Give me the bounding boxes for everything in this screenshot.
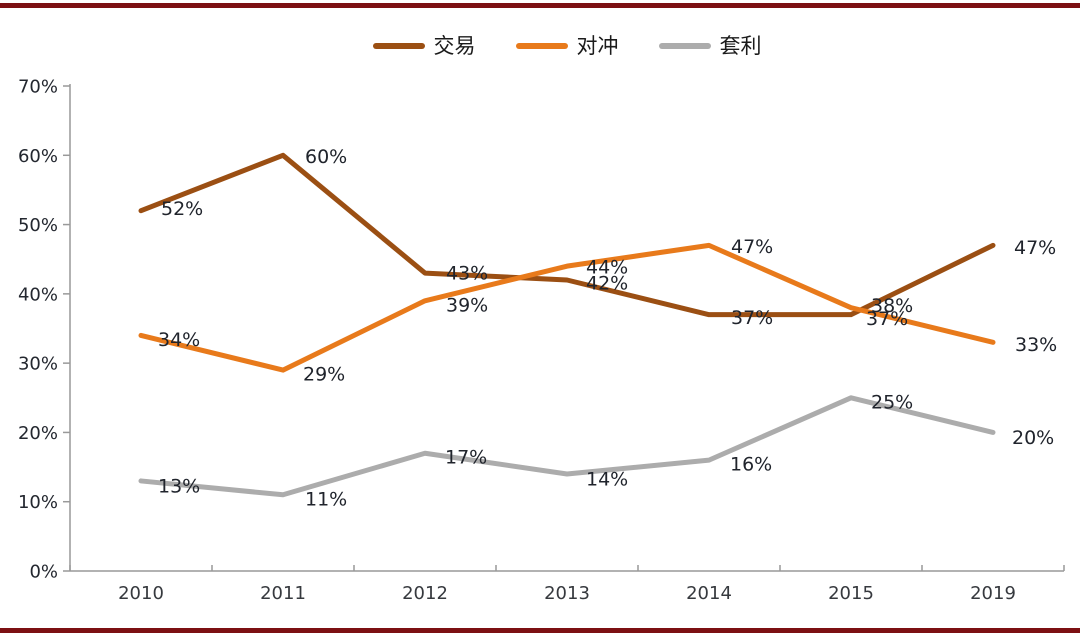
legend-color-line-icon bbox=[372, 43, 425, 49]
data-label: 34% bbox=[158, 329, 200, 351]
data-label: 16% bbox=[730, 454, 772, 476]
data-label: 17% bbox=[445, 447, 487, 469]
data-label: 25% bbox=[871, 391, 913, 413]
legend-label: 对冲 bbox=[576, 33, 619, 58]
legend-item-trading: 交易 bbox=[372, 33, 476, 58]
series-line-1 bbox=[138, 242, 996, 373]
data-label: 37% bbox=[866, 308, 908, 330]
legend-label: 交易 bbox=[433, 33, 476, 58]
data-label: 33% bbox=[1015, 334, 1057, 356]
data-label: 14% bbox=[586, 469, 628, 491]
data-label: 47% bbox=[731, 236, 773, 258]
data-label: 20% bbox=[1012, 427, 1054, 449]
series-line-0 bbox=[138, 152, 996, 318]
chart-legend: 交易 对冲 套利 bbox=[70, 33, 1064, 59]
legend-label: 套利 bbox=[719, 33, 762, 58]
x-tick-label: 2010 bbox=[118, 583, 164, 604]
y-tick-label: 10% bbox=[18, 492, 58, 513]
x-tick-label: 2014 bbox=[686, 583, 732, 604]
series-line-2 bbox=[138, 395, 996, 498]
legend-color-line-icon bbox=[658, 43, 711, 49]
data-label: 60% bbox=[305, 146, 347, 168]
top-accent-bar bbox=[0, 3, 1080, 8]
legend-item-arbitrage: 套利 bbox=[658, 33, 762, 58]
x-tick-label: 2013 bbox=[544, 583, 590, 604]
legend-item-hedging: 对冲 bbox=[515, 33, 619, 58]
data-label: 39% bbox=[446, 294, 488, 316]
data-label: 13% bbox=[158, 475, 200, 497]
x-tick-label: 2011 bbox=[260, 583, 306, 604]
data-label: 52% bbox=[161, 198, 203, 220]
x-tick-label: 2015 bbox=[828, 583, 874, 604]
y-tick-label: 20% bbox=[18, 423, 58, 444]
x-tick-label: 2012 bbox=[402, 583, 448, 604]
x-tick-label: 2019 bbox=[970, 583, 1016, 604]
y-tick-label: 40% bbox=[18, 284, 58, 305]
data-label: 44% bbox=[586, 257, 628, 279]
data-label: 11% bbox=[305, 488, 347, 510]
y-tick-label: 50% bbox=[18, 215, 58, 236]
bottom-accent-bar bbox=[0, 628, 1080, 633]
y-tick-label: 30% bbox=[18, 354, 58, 375]
y-tick-label: 70% bbox=[18, 77, 58, 98]
data-label: 38% bbox=[871, 295, 913, 317]
data-label: 29% bbox=[303, 364, 345, 386]
data-label: 43% bbox=[446, 263, 488, 285]
data-label: 47% bbox=[1014, 237, 1056, 259]
data-label: 37% bbox=[731, 307, 773, 329]
legend-color-line-icon bbox=[515, 43, 568, 49]
data-label: 42% bbox=[586, 273, 628, 295]
y-tick-label: 60% bbox=[18, 146, 58, 167]
y-tick-label: 0% bbox=[29, 562, 58, 583]
